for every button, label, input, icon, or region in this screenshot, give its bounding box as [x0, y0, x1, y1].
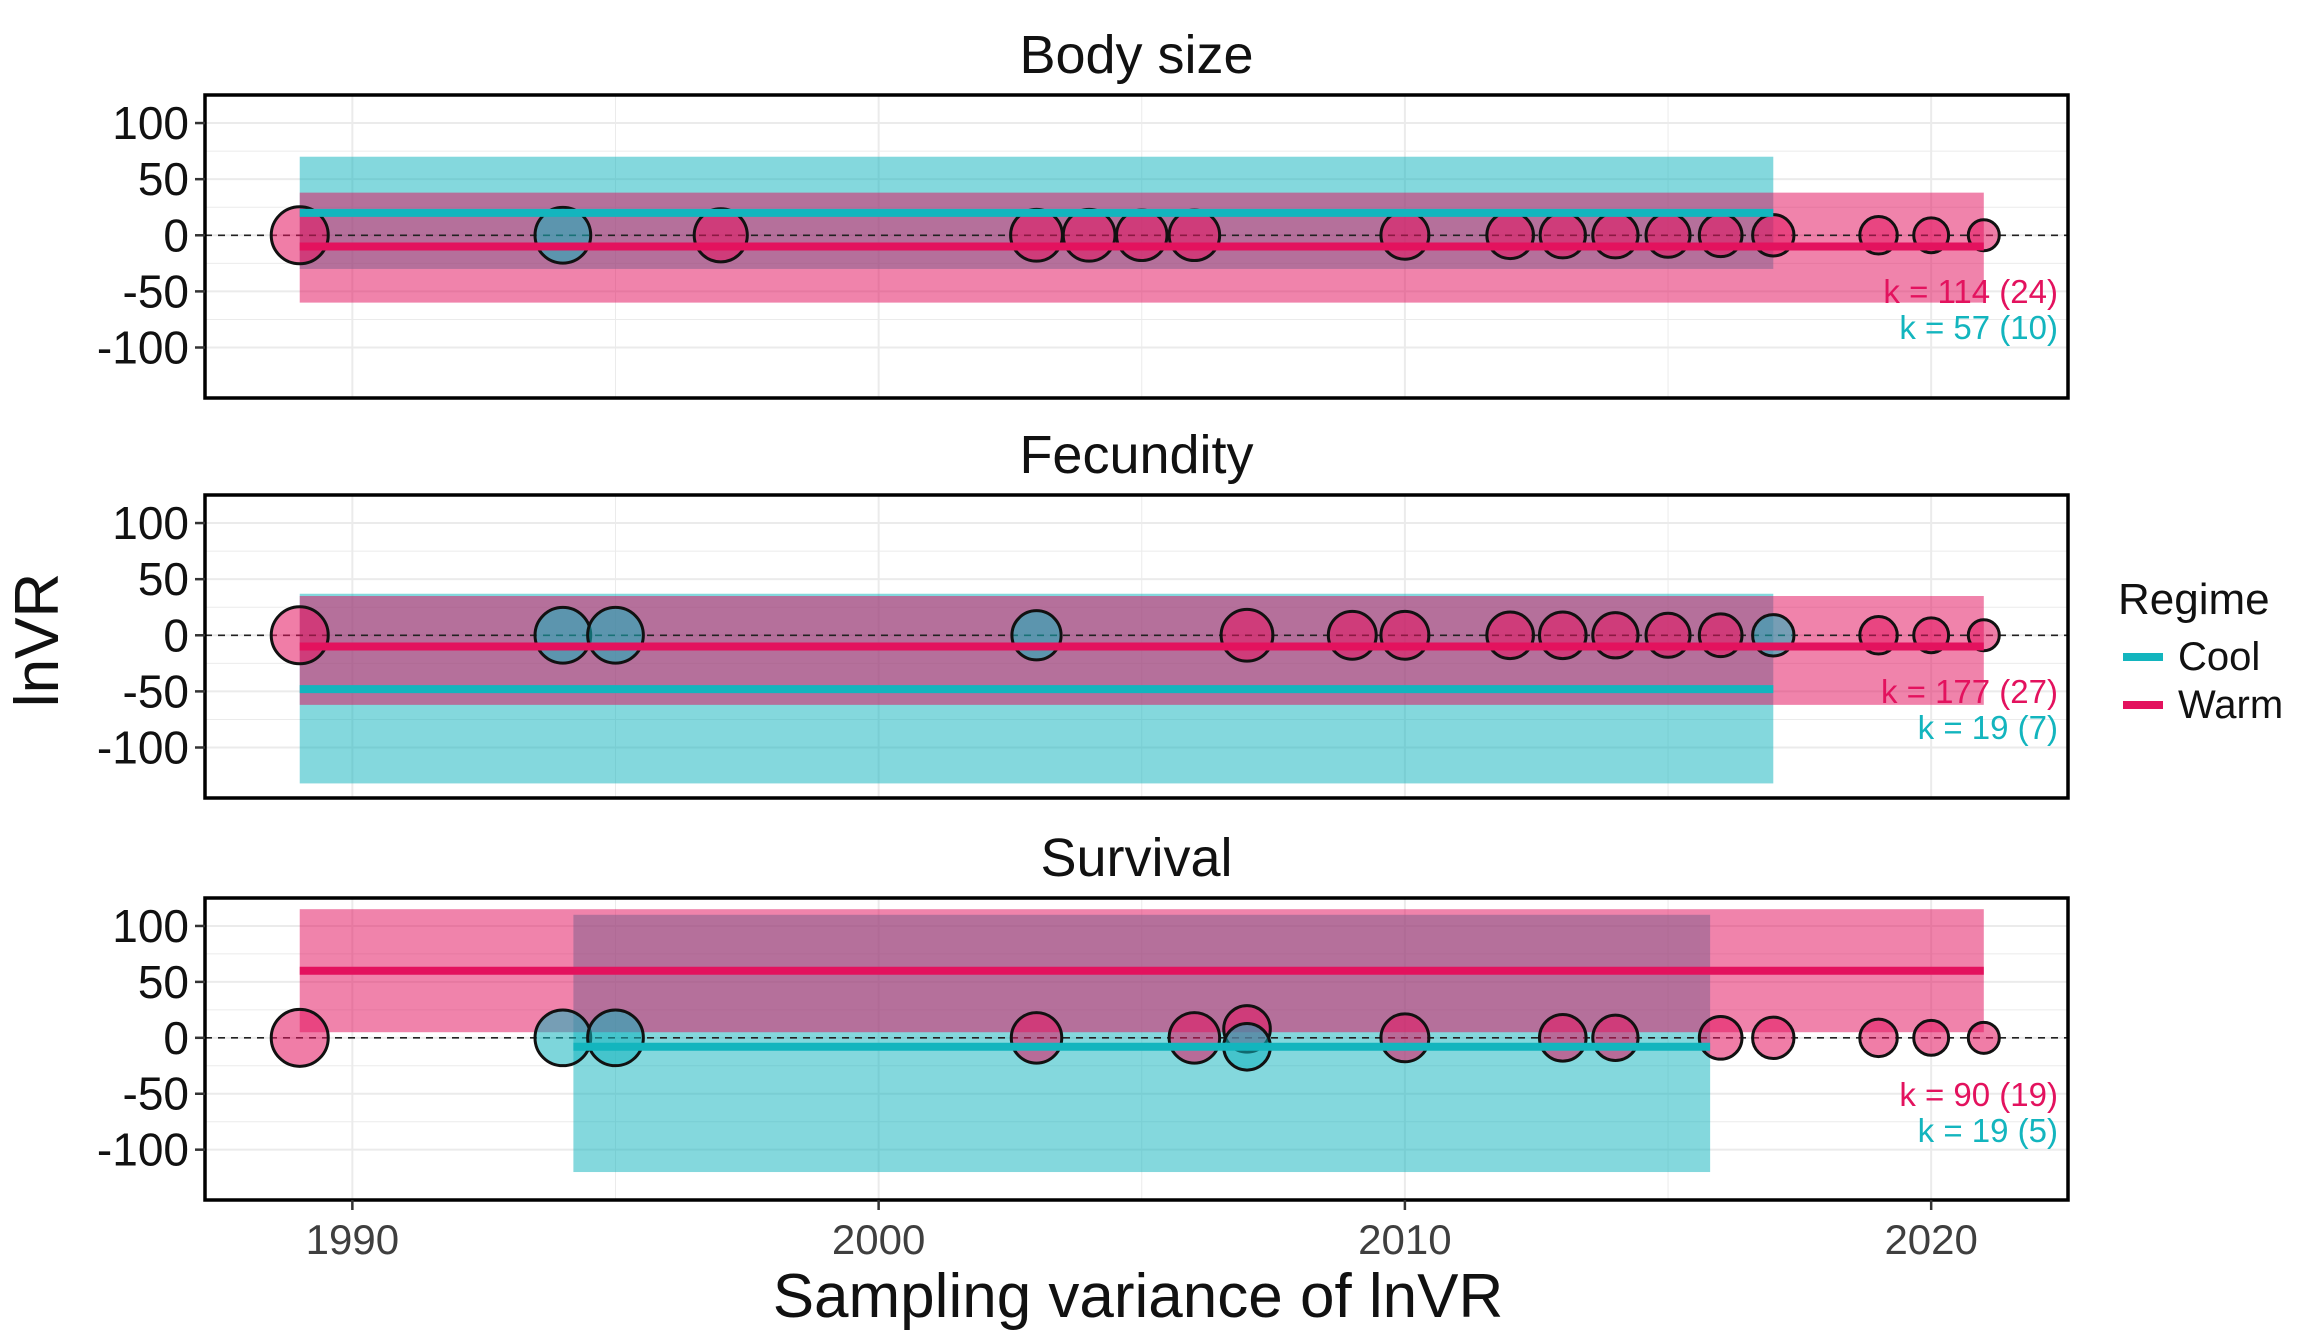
y-tick-label: 100 — [112, 497, 189, 549]
panel-border — [203, 93, 2070, 400]
y-tick-label: 50 — [138, 553, 189, 605]
data-point-warm — [1537, 610, 1588, 661]
data-point-cool — [586, 605, 645, 665]
data-point-warm — [1485, 610, 1535, 661]
x-tick-label: 2010 — [1358, 1216, 1451, 1263]
data-point-warm — [1485, 210, 1535, 261]
data-point-warm — [1326, 609, 1378, 661]
data-point-warm — [1591, 211, 1640, 260]
k-label-cool: k = 19 (5) — [1918, 1112, 2058, 1149]
data-point-warm — [1644, 211, 1692, 259]
data-point-warm — [1538, 211, 1587, 260]
data-point-warm — [269, 1007, 330, 1068]
legend: Regime Cool Warm — [2118, 575, 2283, 727]
k-label-warm: k = 177 (27) — [1881, 673, 2058, 710]
data-point-warm — [1009, 1011, 1064, 1065]
x-axis-title: Sampling variance of lnVR — [773, 1262, 1504, 1331]
k-label-cool: k = 57 (10) — [1899, 309, 2058, 346]
data-point-warm — [1751, 1015, 1796, 1061]
data-point-warm — [1167, 208, 1222, 263]
k-label-warm: k = 90 (19) — [1899, 1076, 2058, 1113]
y-tick-label: -100 — [97, 322, 189, 374]
y-tick-label: -100 — [97, 722, 189, 774]
data-point-warm — [1115, 208, 1169, 263]
legend-label-cool: Cool — [2178, 635, 2260, 679]
y-tick-label: 50 — [138, 956, 189, 1008]
data-point-warm — [1697, 1014, 1744, 1061]
y-tick-label: 0 — [163, 609, 189, 661]
y-axis-title: lnVR — [3, 573, 72, 707]
data-point-warm — [269, 605, 330, 666]
k-label-warm: k = 114 (24) — [1883, 273, 2058, 310]
x-tick-label: 2020 — [1884, 1216, 1977, 1263]
x-axis: 1990 2000 2010 2020 — [306, 1200, 1978, 1263]
x-tick-label: 1990 — [306, 1216, 399, 1263]
y-tick-label: -50 — [123, 1068, 189, 1120]
data-point-warm — [1167, 1011, 1222, 1065]
data-point-warm — [1537, 1013, 1588, 1063]
y-tick-label: -50 — [123, 665, 189, 717]
y-tick-label: -50 — [123, 265, 189, 317]
y-tick-label: 100 — [112, 97, 189, 149]
data-point-warm — [1379, 609, 1431, 661]
data-point-warm — [1379, 209, 1431, 261]
data-point-cool — [533, 1008, 593, 1068]
data-point-warm — [1591, 611, 1640, 660]
legend-label-warm: Warm — [2178, 683, 2283, 727]
k-label-cool: k = 19 (7) — [1918, 709, 2058, 746]
data-point-cool — [586, 1008, 645, 1068]
data-point-warm — [1591, 1013, 1640, 1062]
y-tick-label: 0 — [163, 209, 189, 261]
panel-title: Body size — [1019, 25, 1253, 85]
y-tick-label: 0 — [163, 1012, 189, 1064]
y-tick-label: -100 — [97, 1124, 189, 1176]
data-point-warm — [1379, 1012, 1431, 1064]
panel-title: Fecundity — [1019, 425, 1253, 485]
y-tick-label: 50 — [138, 153, 189, 205]
data-point-warm — [1644, 611, 1692, 659]
data-point-cool — [533, 605, 593, 665]
legend-title: Regime — [2118, 575, 2270, 624]
x-tick-label: 2000 — [832, 1216, 925, 1263]
panel-border — [203, 896, 2070, 1202]
panel-border — [203, 493, 2070, 800]
data-point-cool — [1010, 609, 1063, 662]
panel-title: Survival — [1040, 828, 1232, 888]
data-point-warm — [1061, 207, 1117, 263]
data-point-warm — [1966, 1020, 2001, 1055]
data-point-warm — [1858, 1017, 1899, 1059]
data-point-warm — [1912, 1018, 1951, 1057]
data-point-warm — [1219, 607, 1275, 663]
y-tick-label: 100 — [112, 900, 189, 952]
data-point-warm — [1009, 207, 1064, 263]
